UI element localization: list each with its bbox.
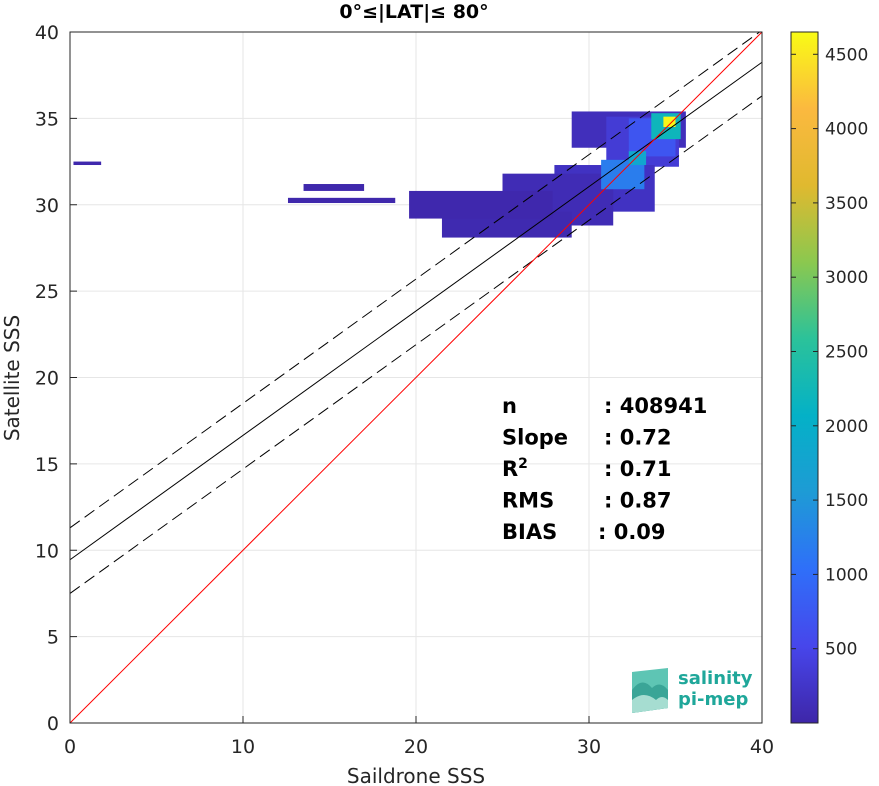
stat-label-rms: RMS [502,489,554,513]
colorbar-tick-label: 3500 [825,194,868,214]
y-tick-label: 10 [35,540,59,562]
stat-value-slope: : 0.72 [604,426,672,450]
colorbar-tick-label: 4500 [825,45,868,65]
stat-value-rms: : 0.87 [604,489,672,513]
y-tick-label: 0 [47,713,59,735]
y-tick-label: 25 [35,281,59,303]
colorbar-tick-label: 1500 [825,491,868,511]
stat-label-bias: BIAS [502,520,557,544]
y-tick-label: 30 [35,195,59,217]
colorbar-tick-label: 4000 [825,120,868,140]
fit-upper-dashed-line [69,31,760,529]
x-tick-label: 40 [750,736,774,758]
y-tick-label: 15 [35,454,59,476]
x-tick-label: 30 [577,736,601,758]
density-cell-8 [409,190,553,219]
colorbar-tick-label: 2500 [825,342,868,362]
y-tick-label: 35 [35,108,59,130]
y-axis-ticks: 0 5 10 15 20 25 30 35 40 [35,22,77,735]
colorbar-tick-label: 1000 [825,565,868,585]
logo-text-line1: salinity [678,668,753,689]
chart-title: 0°≤|LAT|≤ 80° [339,1,488,23]
x-tick-label: 20 [404,736,428,758]
colorbar-tick-label: 2000 [825,417,868,437]
fit-lower-dashed-line [69,95,763,594]
stat-label-n: n [502,394,517,418]
statistics-box: n : 408941 Slope : 0.72 R2 : 0.71 RMS : 0.87 BIA… [502,394,707,544]
x-axis-ticks: 0 10 20 30 40 [64,716,774,758]
density-cell-10 [303,184,365,191]
density-cells [73,111,686,238]
y-tick-label: 5 [47,627,59,649]
colorbar-ticks: 500 1000 1500 2000 2500 3000 3500 4000 4500 [791,45,868,660]
fit-line [69,61,763,561]
identity-line [69,31,763,724]
x-tick-label: 10 [231,736,255,758]
x-axis-label: Saildrone SSS [347,764,485,786]
y-tick-label: 40 [35,22,59,44]
density-cell-11 [73,161,102,166]
y-tick-label: 20 [35,368,59,390]
y-axis-label: Satellite SSS [0,315,24,441]
stat-label-slope: Slope [502,426,568,450]
x-tick-label: 0 [64,736,76,758]
colorbar-tick-label: 500 [825,640,857,660]
logo-text-line2: pi-mep [678,689,748,710]
salinity-pi-mep-logo: salinity pi-mep [632,668,753,713]
regression-lines [69,31,763,724]
density-cell-9 [287,197,396,204]
stat-label-r: R2 [502,456,528,481]
colorbar-tick-label: 3000 [825,268,868,288]
stat-value-bias: : 0.09 [598,520,666,544]
stat-value-n: : 408941 [604,394,707,418]
colorbar [790,31,819,724]
stat-value-r: : 0.71 [604,457,672,481]
density-cell-4 [663,116,676,128]
